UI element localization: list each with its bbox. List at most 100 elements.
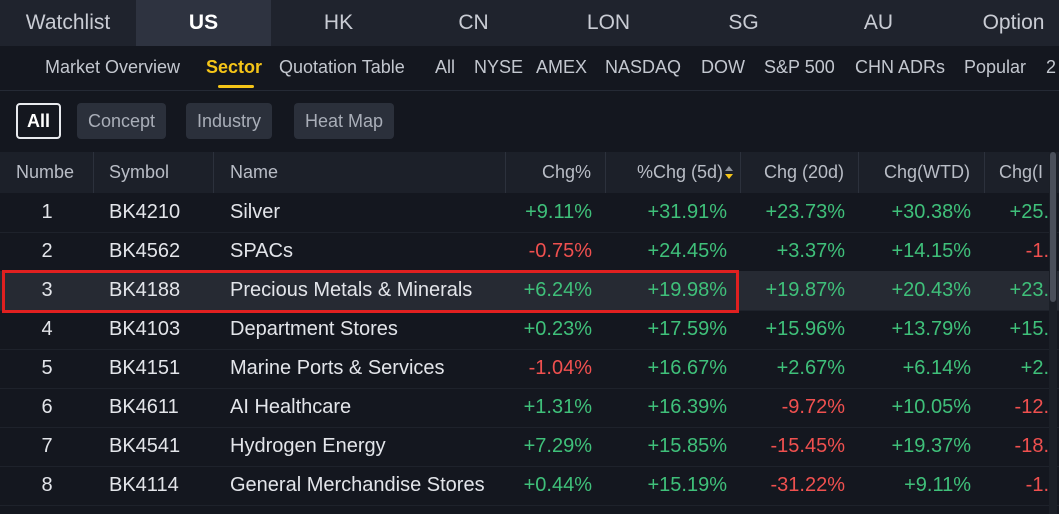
row-number: 4 <box>41 318 53 340</box>
row-symbol: BK4188 <box>109 279 181 301</box>
nav-amex[interactable]: AMEX <box>536 57 588 77</box>
nav-popular[interactable]: Popular <box>964 57 1027 77</box>
row-chg: +9.11% <box>525 201 592 223</box>
row-chg-partial: -1. <box>1025 474 1049 496</box>
table-row[interactable]: 8 BK4114 General Merchandise Stores +0.44% +… <box>0 466 1059 506</box>
row-chg-20d: +2.67% <box>776 357 845 379</box>
filter-industry-button[interactable]: Industry <box>186 103 273 139</box>
row-chg-5d: +17.59% <box>647 318 727 340</box>
col-name[interactable]: Name <box>214 152 506 193</box>
row-chg-wtd: +20.43% <box>891 279 971 301</box>
row-symbol: BK4114 <box>109 474 179 496</box>
row-chg: +1.31% <box>523 396 592 418</box>
nav-market-overview[interactable]: Market Overview <box>45 57 181 77</box>
row-chg-5d: +16.39% <box>647 396 727 418</box>
row-name: Hydrogen Energy <box>230 435 386 457</box>
col-chg-5d[interactable]: %Chg (5d) <box>606 152 741 193</box>
table-row[interactable]: 4 BK4103 Department Stores +0.23% +17.59% +15… <box>0 310 1059 350</box>
active-underline <box>218 85 254 88</box>
row-symbol: BK4611 <box>109 396 179 418</box>
row-chg-partial: +15. <box>1009 318 1049 340</box>
row-chg-partial: -18. <box>1014 435 1049 457</box>
row-chg: -1.04% <box>528 357 592 379</box>
row-name: AI Healthcare <box>230 396 352 418</box>
col-chg-wtd[interactable]: Chg(WTD) <box>859 152 985 193</box>
row-symbol: BK4541 <box>109 435 181 457</box>
row-chg-wtd: +9.11% <box>904 474 971 496</box>
row-chg-5d: +15.85% <box>647 435 727 457</box>
table-row[interactable]: 6 BK4611 AI Healthcare +1.31% +16.39% -9.72% +… <box>0 388 1059 428</box>
row-symbol: BK4103 <box>109 318 181 340</box>
row-name: Precious Metals & Minerals <box>230 279 473 301</box>
row-chg-partial: +25. <box>1009 201 1049 223</box>
row-chg-partial: -12. <box>1014 396 1049 418</box>
nav-sector[interactable]: Sector <box>206 57 263 77</box>
filter-heat-map-button[interactable]: Heat Map <box>294 103 395 139</box>
row-number: 7 <box>41 435 53 457</box>
row-chg-wtd: +6.14% <box>902 357 971 379</box>
nav-more[interactable]: 2 <box>1046 57 1057 77</box>
row-name: General Merchandise Stores <box>230 474 485 496</box>
row-chg-5d: +19.98% <box>647 279 727 301</box>
table-row[interactable]: 2 BK4562 SPACs -0.75% +24.45% +3.37% +14.15% -1… <box>0 232 1059 272</box>
table-row[interactable]: 3 BK4188 Precious Metals & Minerals +6.24% +… <box>0 271 1059 311</box>
row-name: Silver <box>230 201 281 223</box>
row-chg-20d: +15.96% <box>765 318 845 340</box>
tab-us[interactable]: US <box>136 0 271 46</box>
row-chg-5d: +15.19% <box>647 474 727 496</box>
filter-all-button[interactable]: All <box>16 103 62 139</box>
col-number[interactable]: Numbe <box>0 152 94 193</box>
row-chg-wtd: +13.79% <box>891 318 971 340</box>
nav-nasdaq[interactable]: NASDAQ <box>605 57 682 77</box>
nav-nyse[interactable]: NYSE <box>474 57 524 77</box>
row-chg-wtd: +30.38% <box>891 201 971 223</box>
nav-dow[interactable]: DOW <box>701 57 745 77</box>
col-symbol[interactable]: Symbol <box>94 152 214 193</box>
tab-cn[interactable]: CN <box>458 11 489 34</box>
col-chg-partial[interactable]: Chg(I <box>999 162 1044 182</box>
table-header: Numbe Symbol Name Chg% %Chg (5d) Chg (20… <box>0 152 1059 193</box>
row-name: Marine Ports & Services <box>230 357 445 379</box>
tab-option[interactable]: Option <box>982 11 1045 34</box>
nav-chn-adrs[interactable]: CHN ADRs <box>855 57 946 77</box>
row-symbol: BK4210 <box>109 201 181 223</box>
col-chg-20d[interactable]: Chg (20d) <box>741 152 859 193</box>
row-number: 3 <box>41 279 53 301</box>
row-chg-5d: +16.67% <box>647 357 727 379</box>
row-chg-20d: +23.73% <box>765 201 845 223</box>
row-chg: +6.24% <box>523 279 592 301</box>
row-chg-wtd: +10.05% <box>891 396 971 418</box>
scrollbar-thumb[interactable] <box>1050 152 1056 302</box>
tab-hk[interactable]: HK <box>323 11 354 34</box>
row-chg: +0.44% <box>523 474 592 496</box>
sub-navigation: Market Overview Sector Quotation Table A… <box>0 46 1059 91</box>
nav-quotation-table[interactable]: Quotation Table <box>279 57 405 77</box>
tab-au[interactable]: AU <box>863 11 894 34</box>
filter-concept-button[interactable]: Concept <box>77 103 167 139</box>
table-row[interactable]: 5 BK4151 Marine Ports & Services -1.04% +16.… <box>0 349 1059 389</box>
row-number: 5 <box>41 357 53 379</box>
tab-sg[interactable]: SG <box>728 11 759 34</box>
tab-watchlist[interactable]: Watchlist <box>25 11 111 34</box>
nav-sp500[interactable]: S&P 500 <box>764 57 835 77</box>
row-chg-20d: -15.45% <box>770 435 846 457</box>
nav-all[interactable]: All <box>435 57 456 77</box>
col-chg[interactable]: Chg% <box>506 152 606 193</box>
row-chg-partial: +2. <box>1020 357 1049 379</box>
row-name: Department Stores <box>230 318 398 340</box>
tab-lon[interactable]: LON <box>586 11 631 34</box>
row-chg-partial: +23. <box>1009 279 1049 301</box>
col-chg-5d-label: %Chg (5d) <box>636 162 723 182</box>
row-number: 2 <box>41 240 53 262</box>
sort-desc-icon[interactable] <box>725 166 734 180</box>
row-chg-5d: +31.91% <box>647 201 727 223</box>
table-row[interactable]: 1 BK4210 Silver +9.11% +31.91% +23.73% +30.38%… <box>0 193 1059 233</box>
market-tabs: Watchlist US HK CN LON SG AU Option <box>0 0 1059 46</box>
row-number: 8 <box>41 474 53 496</box>
scrollbar-track[interactable] <box>1049 152 1057 514</box>
row-chg: +0.23% <box>523 318 592 340</box>
table-row[interactable]: 7 BK4541 Hydrogen Energy +7.29% +15.85% -15.4… <box>0 427 1059 467</box>
row-chg-20d: -31.22% <box>770 474 846 496</box>
row-chg-20d: +19.87% <box>765 279 845 301</box>
row-name: SPACs <box>230 240 293 262</box>
